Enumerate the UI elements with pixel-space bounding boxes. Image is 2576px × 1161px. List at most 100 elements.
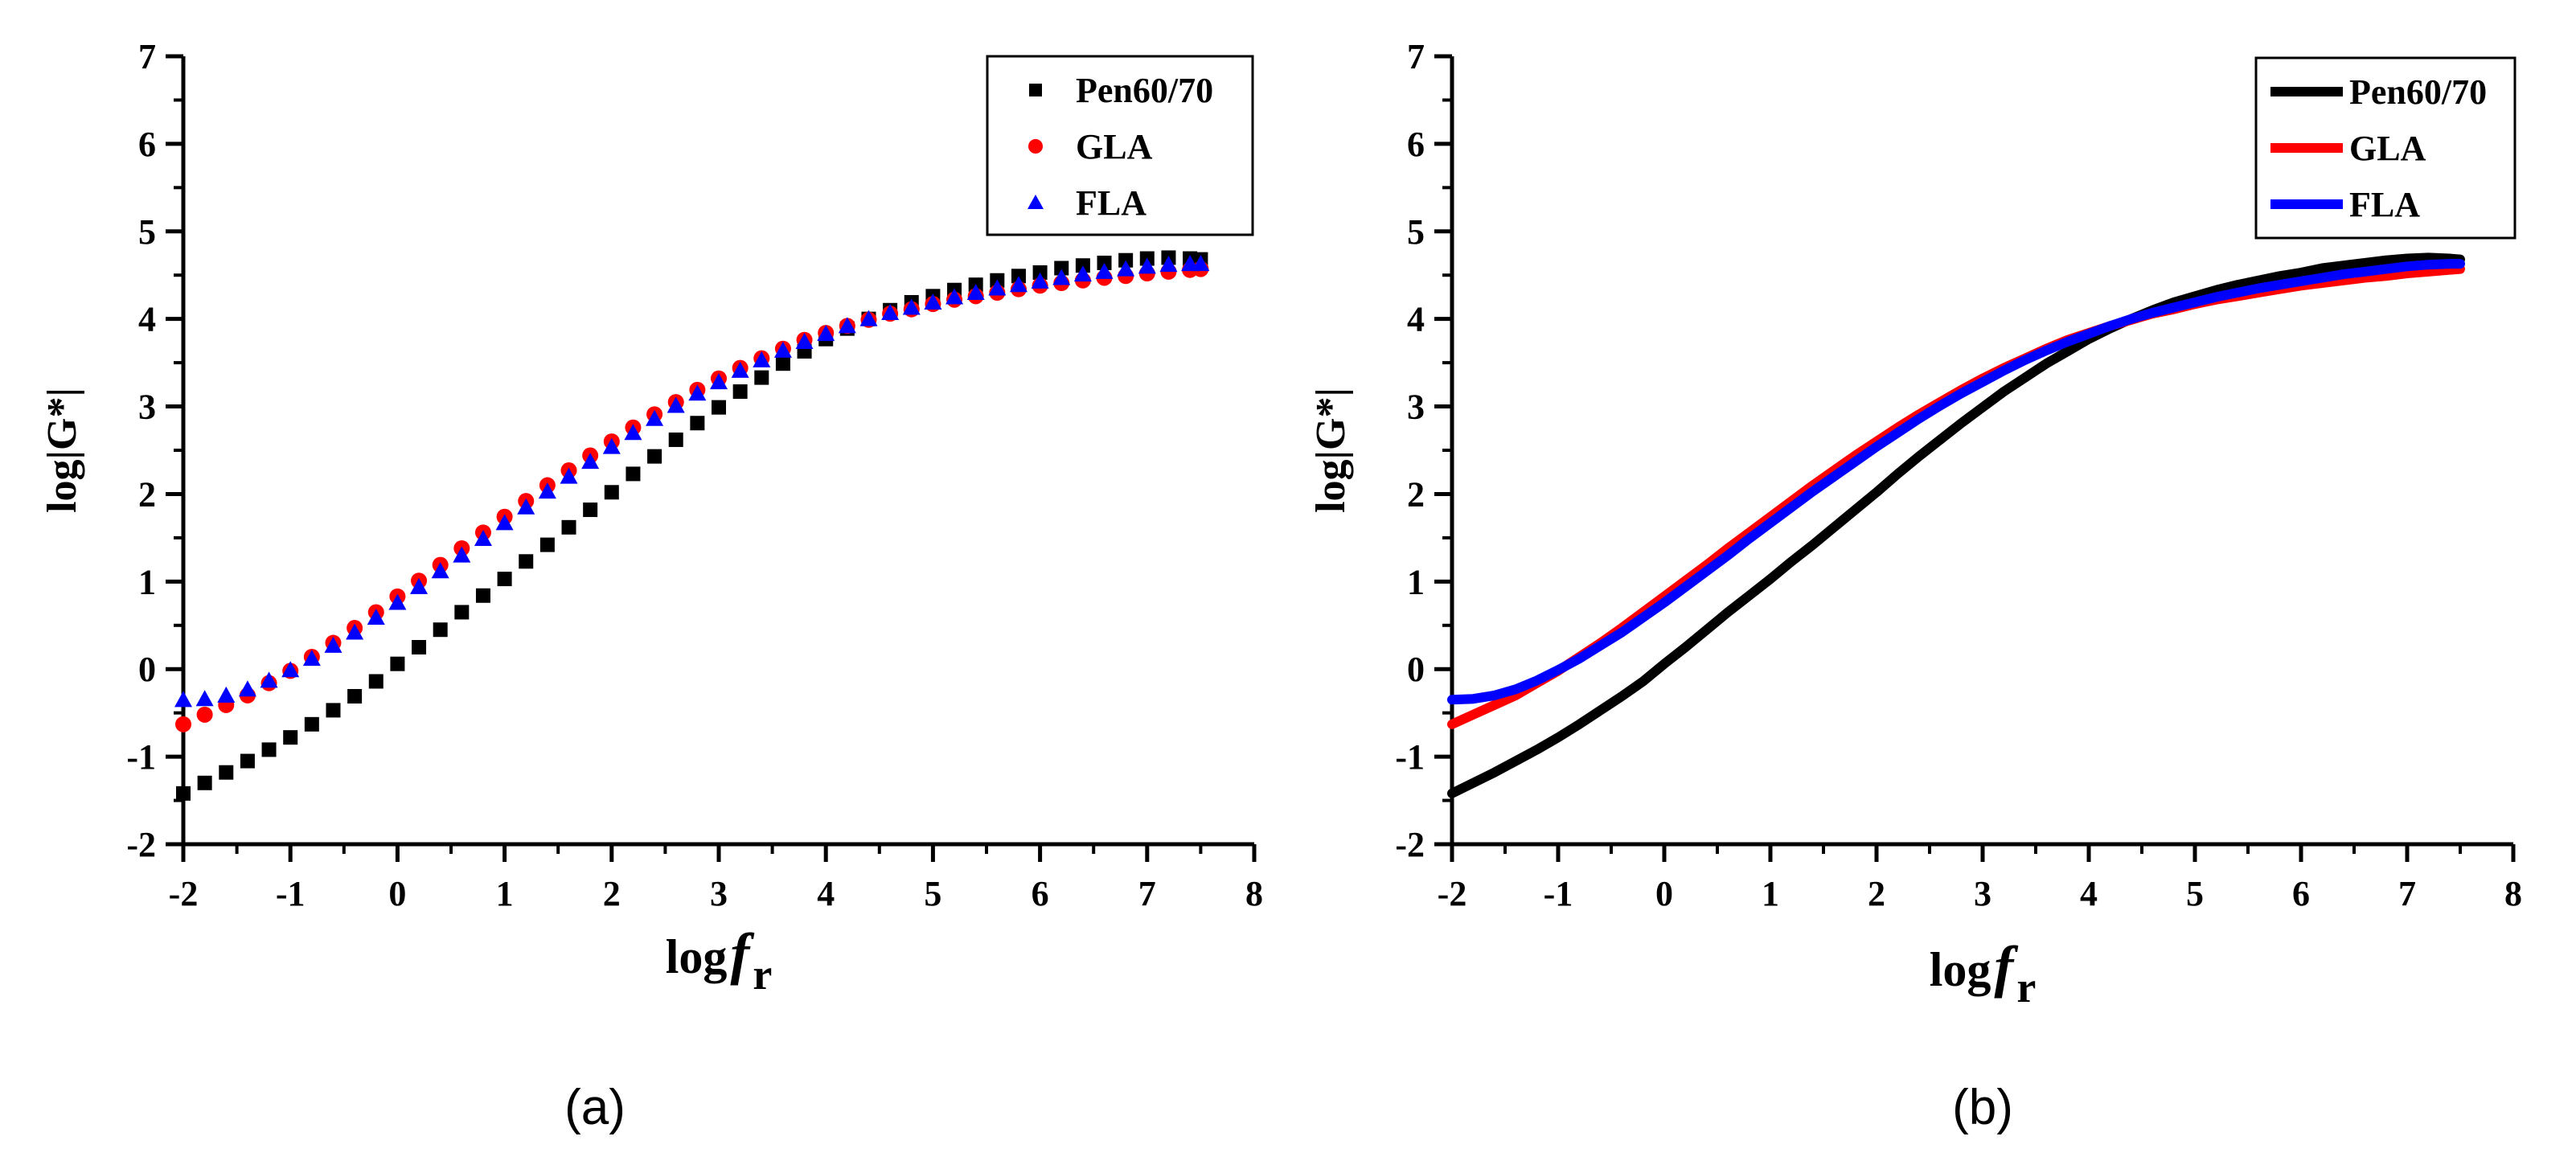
y-axis-label: log|G*| [39,388,85,513]
legend-label: FLA [2349,185,2420,224]
x-tick-label: 1 [1762,874,1779,913]
data-point [346,623,364,640]
data-point [712,400,726,415]
data-point [988,279,1007,296]
y-tick-label: 7 [138,37,156,76]
data-point [1052,269,1071,285]
legend-swatch [1028,139,1043,154]
y-tick-label: 3 [138,388,156,427]
panel-a: -2 -1 0 1 2 3 4 5 6 7 8-2-101234567log|G*|logfrPen… [39,37,1263,1135]
data-point [583,503,598,518]
data-point [688,384,707,401]
data-point [324,636,343,653]
data-point [410,577,429,594]
data-point [690,416,705,431]
y-axis-label: log|G*| [1308,388,1354,513]
legend-item: FLA [2270,185,2420,224]
data-point [561,519,576,535]
series-line [1447,259,2465,705]
y-tick-label: 6 [138,125,156,164]
data-point [302,650,321,667]
data-point [347,688,363,704]
y-tick-label: -2 [126,825,156,864]
data-point [1159,256,1178,273]
data-point [538,482,556,499]
x-axis-label-log: log [666,930,728,983]
data-point [412,640,427,654]
legend: Pen60/70 GLA FLA [2254,56,2517,240]
x-tick-label: 4 [817,874,835,913]
data-point [240,753,255,769]
data-point [602,437,621,454]
data-point [560,467,578,484]
y-tick-label: -1 [1395,737,1425,777]
x-tick-label: -1 [276,874,306,913]
data-point [217,686,236,703]
legend-item: GLA [1028,127,1153,166]
series-fla [174,255,1210,708]
y-tick-label: 2 [1407,474,1425,514]
y-tick-label: 0 [1407,650,1425,689]
x-axis-label-log: log [1930,943,1991,996]
data-point [283,730,298,745]
y-tick-label: 4 [1407,300,1425,339]
data-point [390,656,405,671]
x-tick-label: 7 [1138,874,1156,913]
data-point [581,453,600,470]
data-point [433,622,448,638]
x-tick-label: 8 [1245,874,1263,913]
data-point [731,361,749,378]
data-point [495,514,514,531]
x-tick-label: 6 [1032,874,1049,913]
x-tick-label: -2 [1438,874,1467,913]
data-point [1054,261,1069,276]
legend-item: GLA [2270,129,2426,168]
data-point [539,537,555,552]
x-tick-label: -1 [1544,874,1573,913]
y-tick-label: 2 [138,474,156,514]
x-tick-label: 4 [2080,874,2098,913]
series-pen60-70 [1447,252,2465,798]
data-point [454,605,470,620]
data-point [368,674,384,689]
data-point [859,310,878,326]
y-tick-label: -2 [1395,825,1425,864]
data-point [1117,260,1135,277]
data-point [646,409,664,426]
data-point [175,716,191,732]
data-point [902,298,921,315]
data-point [197,775,212,790]
x-axis-label-subscript: r [2016,963,2036,1011]
legend-item: Pen60/70 [1029,71,1213,110]
data-point [924,293,942,310]
data-point [475,588,490,603]
data-point [196,706,213,723]
y-tick-label: 4 [138,300,156,339]
x-tick-label: -2 [169,874,199,913]
legend-label: GLA [1076,127,1153,166]
x-tick-label: 3 [710,874,728,913]
data-point [668,432,683,447]
y-tick-label: 3 [1407,388,1425,427]
data-point [732,384,748,400]
data-point [1031,272,1049,289]
x-tick-label: 6 [2292,874,2310,913]
legend-item: Pen60/70 [2270,72,2487,112]
x-tick-label: 0 [388,874,406,913]
data-point [1192,255,1210,272]
data-point [966,284,985,300]
legend-swatch [1029,84,1042,96]
legend-label: GLA [2349,129,2426,168]
data-point [497,572,512,587]
data-point [667,396,685,413]
data-point [626,466,641,482]
data-point [1138,257,1156,274]
data-point [453,546,471,563]
y-tick-label: 0 [138,650,156,689]
x-tick-label: 1 [496,874,514,913]
data-point [238,680,256,697]
y-tick-label: 6 [1407,125,1425,164]
data-point [219,765,234,780]
y-tick-label: 5 [1407,212,1425,252]
data-point [1073,265,1092,282]
